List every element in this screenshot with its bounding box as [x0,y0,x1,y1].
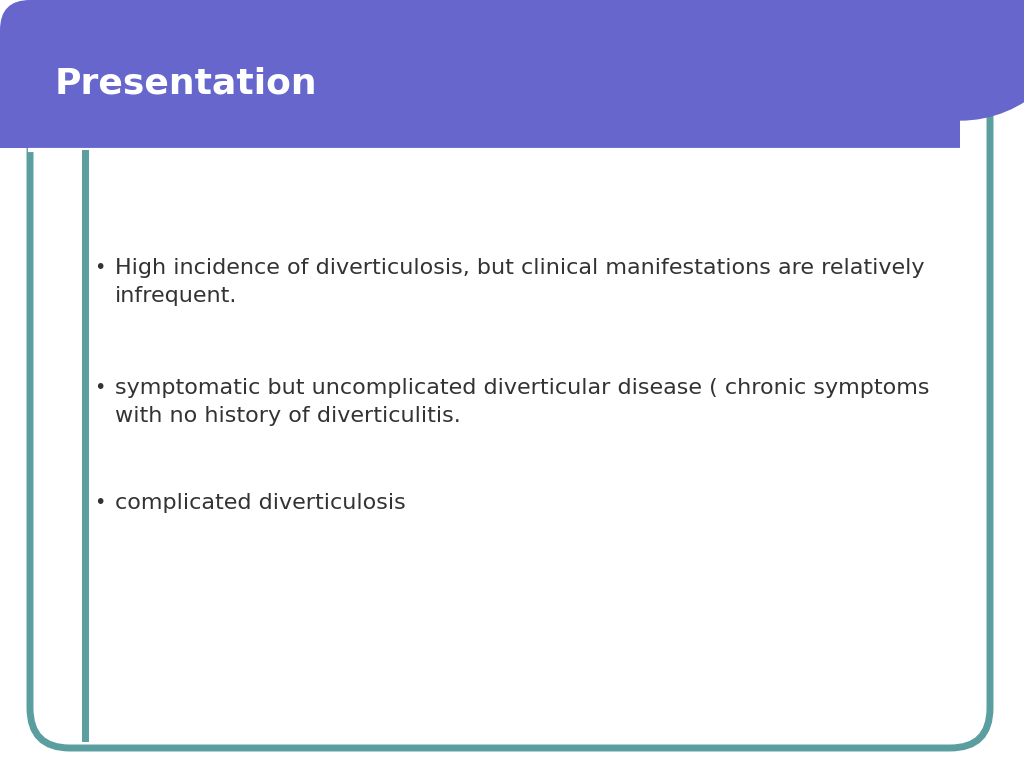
Text: •: • [94,493,105,512]
Bar [0,68,961,148]
FancyBboxPatch shape [0,0,950,148]
Text: Presentation: Presentation [55,66,317,100]
Text: symptomatic but uncomplicated diverticular disease ( chronic symptoms
with no hi: symptomatic but uncomplicated diverticul… [115,378,930,426]
Text: •: • [94,258,105,277]
FancyBboxPatch shape [30,28,990,748]
Circle shape [840,0,1024,120]
Text: •: • [94,378,105,397]
Text: High incidence of diverticulosis, but clinical manifestations are relatively
inf: High incidence of diverticulosis, but cl… [115,258,925,306]
Text: complicated diverticulosis: complicated diverticulosis [115,493,406,513]
